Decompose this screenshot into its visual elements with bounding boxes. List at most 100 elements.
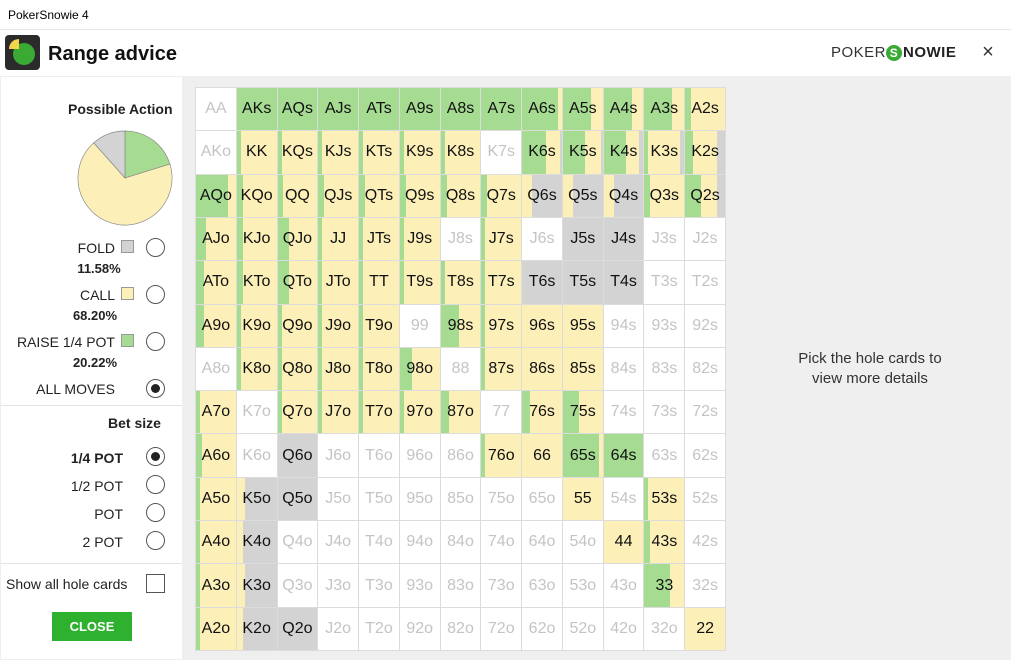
- hand-cell-85o[interactable]: 85o: [439, 476, 482, 522]
- hand-cell-92s[interactable]: 92s: [684, 303, 726, 348]
- hand-cell-62s[interactable]: 62s: [684, 433, 726, 478]
- hand-cell-KK[interactable]: KK: [235, 130, 278, 175]
- hand-cell-Q2o[interactable]: Q2o: [276, 606, 319, 651]
- hand-cell-K4o[interactable]: K4o: [235, 520, 278, 565]
- hand-cell-A8s[interactable]: A8s: [439, 87, 482, 132]
- hand-cell-J4s[interactable]: J4s: [602, 216, 645, 262]
- hand-cell-AKo[interactable]: AKo: [195, 130, 237, 175]
- hand-cell-T2s[interactable]: T2s: [684, 260, 726, 305]
- hand-cell-85s[interactable]: 85s: [561, 346, 604, 392]
- hand-cell-55[interactable]: 55: [561, 476, 604, 522]
- hand-cell-42o[interactable]: 42o: [602, 606, 645, 651]
- hand-cell-Q3o[interactable]: Q3o: [276, 563, 319, 608]
- hand-cell-44[interactable]: 44: [602, 520, 645, 565]
- hand-cell-95s[interactable]: 95s: [561, 303, 604, 348]
- hand-cell-95o[interactable]: 95o: [398, 476, 441, 522]
- hand-cell-96o[interactable]: 96o: [398, 433, 441, 478]
- hand-cell-64o[interactable]: 64o: [521, 520, 563, 565]
- hand-cell-Q9o[interactable]: Q9o: [276, 303, 319, 348]
- hand-cell-93s[interactable]: 93s: [643, 303, 686, 348]
- hand-cell-J6s[interactable]: J6s: [521, 216, 563, 262]
- hand-cell-K4s[interactable]: K4s: [602, 130, 645, 175]
- hand-cell-K9s[interactable]: K9s: [398, 130, 441, 175]
- hand-cell-K2s[interactable]: K2s: [684, 130, 726, 175]
- hand-cell-J9o[interactable]: J9o: [317, 303, 360, 348]
- hand-cell-22[interactable]: 22: [684, 606, 726, 651]
- hand-cell-AJo[interactable]: AJo: [195, 216, 237, 262]
- all-moves-radio[interactable]: [146, 379, 165, 398]
- hand-cell-K3o[interactable]: K3o: [235, 563, 278, 608]
- hand-cell-83o[interactable]: 83o: [439, 563, 482, 608]
- hand-cell-65o[interactable]: 65o: [521, 476, 563, 522]
- hand-cell-T7o[interactable]: T7o: [358, 390, 400, 435]
- hand-cell-T6o[interactable]: T6o: [358, 433, 400, 478]
- hand-cell-K2o[interactable]: K2o: [235, 606, 278, 651]
- hand-cell-84o[interactable]: 84o: [439, 520, 482, 565]
- call-radio[interactable]: [146, 285, 165, 304]
- close-icon[interactable]: ×: [982, 41, 994, 63]
- hand-cell-J7o[interactable]: J7o: [317, 390, 360, 435]
- hand-cell-T8o[interactable]: T8o: [358, 346, 400, 392]
- hand-cell-T7s[interactable]: T7s: [480, 260, 523, 305]
- hand-cell-K6o[interactable]: K6o: [235, 433, 278, 478]
- hand-cell-98o[interactable]: 98o: [398, 346, 441, 392]
- hand-cell-AQo[interactable]: AQo: [195, 173, 237, 218]
- hand-cell-82o[interactable]: 82o: [439, 606, 482, 651]
- hand-cell-53s[interactable]: 53s: [643, 476, 686, 522]
- hand-cell-76o[interactable]: 76o: [480, 433, 523, 478]
- hand-cell-QJo[interactable]: QJo: [276, 216, 319, 262]
- hand-cell-96s[interactable]: 96s: [521, 303, 563, 348]
- hand-cell-62o[interactable]: 62o: [521, 606, 563, 651]
- hand-cell-K3s[interactable]: K3s: [643, 130, 686, 175]
- hand-cell-T4o[interactable]: T4o: [358, 520, 400, 565]
- hand-cell-64s[interactable]: 64s: [602, 433, 645, 478]
- hand-cell-93o[interactable]: 93o: [398, 563, 441, 608]
- fold-radio[interactable]: [146, 238, 165, 257]
- hand-cell-Q9s[interactable]: Q9s: [398, 173, 441, 218]
- hand-cell-A3o[interactable]: A3o: [195, 563, 237, 608]
- hand-cell-J5s[interactable]: J5s: [561, 216, 604, 262]
- hand-cell-KTs[interactable]: KTs: [358, 130, 400, 175]
- hand-cell-KQo[interactable]: KQo: [235, 173, 278, 218]
- hand-cell-97s[interactable]: 97s: [480, 303, 523, 348]
- hand-cell-A8o[interactable]: A8o: [195, 346, 237, 392]
- hand-cell-J3o[interactable]: J3o: [317, 563, 360, 608]
- hand-cell-ATs[interactable]: ATs: [358, 87, 400, 132]
- close-button[interactable]: CLOSE: [52, 612, 132, 641]
- hand-cell-A5o[interactable]: A5o: [195, 476, 237, 522]
- hand-cell-84s[interactable]: 84s: [602, 346, 645, 392]
- hand-cell-53o[interactable]: 53o: [561, 563, 604, 608]
- hand-cell-J8o[interactable]: J8o: [317, 346, 360, 392]
- hand-cell-A6s[interactable]: A6s: [521, 87, 563, 132]
- hand-cell-42s[interactable]: 42s: [684, 520, 726, 565]
- hand-cell-73s[interactable]: 73s: [643, 390, 686, 435]
- hand-cell-Q3s[interactable]: Q3s: [643, 173, 686, 218]
- hand-cell-A9o[interactable]: A9o: [195, 303, 237, 348]
- hand-cell-AA[interactable]: AA: [195, 87, 237, 132]
- hand-cell-TT[interactable]: TT: [358, 260, 400, 305]
- hand-cell-74o[interactable]: 74o: [480, 520, 523, 565]
- hand-cell-JTs[interactable]: JTs: [358, 216, 400, 262]
- hand-cell-94o[interactable]: 94o: [398, 520, 441, 565]
- hand-cell-J8s[interactable]: J8s: [439, 216, 482, 262]
- hand-cell-K8s[interactable]: K8s: [439, 130, 482, 175]
- hand-cell-J9s[interactable]: J9s: [398, 216, 441, 262]
- hand-cell-Q7s[interactable]: Q7s: [480, 173, 523, 218]
- hand-cell-J2s[interactable]: J2s: [684, 216, 726, 262]
- hand-cell-72o[interactable]: 72o: [480, 606, 523, 651]
- hand-cell-Q8s[interactable]: Q8s: [439, 173, 482, 218]
- hand-cell-32s[interactable]: 32s: [684, 563, 726, 608]
- hand-cell-AKs[interactable]: AKs: [235, 87, 278, 132]
- hand-cell-99[interactable]: 99: [398, 303, 441, 348]
- hand-cell-Q8o[interactable]: Q8o: [276, 346, 319, 392]
- hand-cell-K8o[interactable]: K8o: [235, 346, 278, 392]
- hand-cell-Q7o[interactable]: Q7o: [276, 390, 319, 435]
- hand-cell-ATo[interactable]: ATo: [195, 260, 237, 305]
- hand-cell-T3o[interactable]: T3o: [358, 563, 400, 608]
- hand-cell-A9s[interactable]: A9s: [398, 87, 441, 132]
- hand-cell-86s[interactable]: 86s: [521, 346, 563, 392]
- hand-cell-Q6s[interactable]: Q6s: [521, 173, 563, 218]
- hand-cell-KJs[interactable]: KJs: [317, 130, 360, 175]
- hand-cell-74s[interactable]: 74s: [602, 390, 645, 435]
- hand-cell-66[interactable]: 66: [521, 433, 563, 478]
